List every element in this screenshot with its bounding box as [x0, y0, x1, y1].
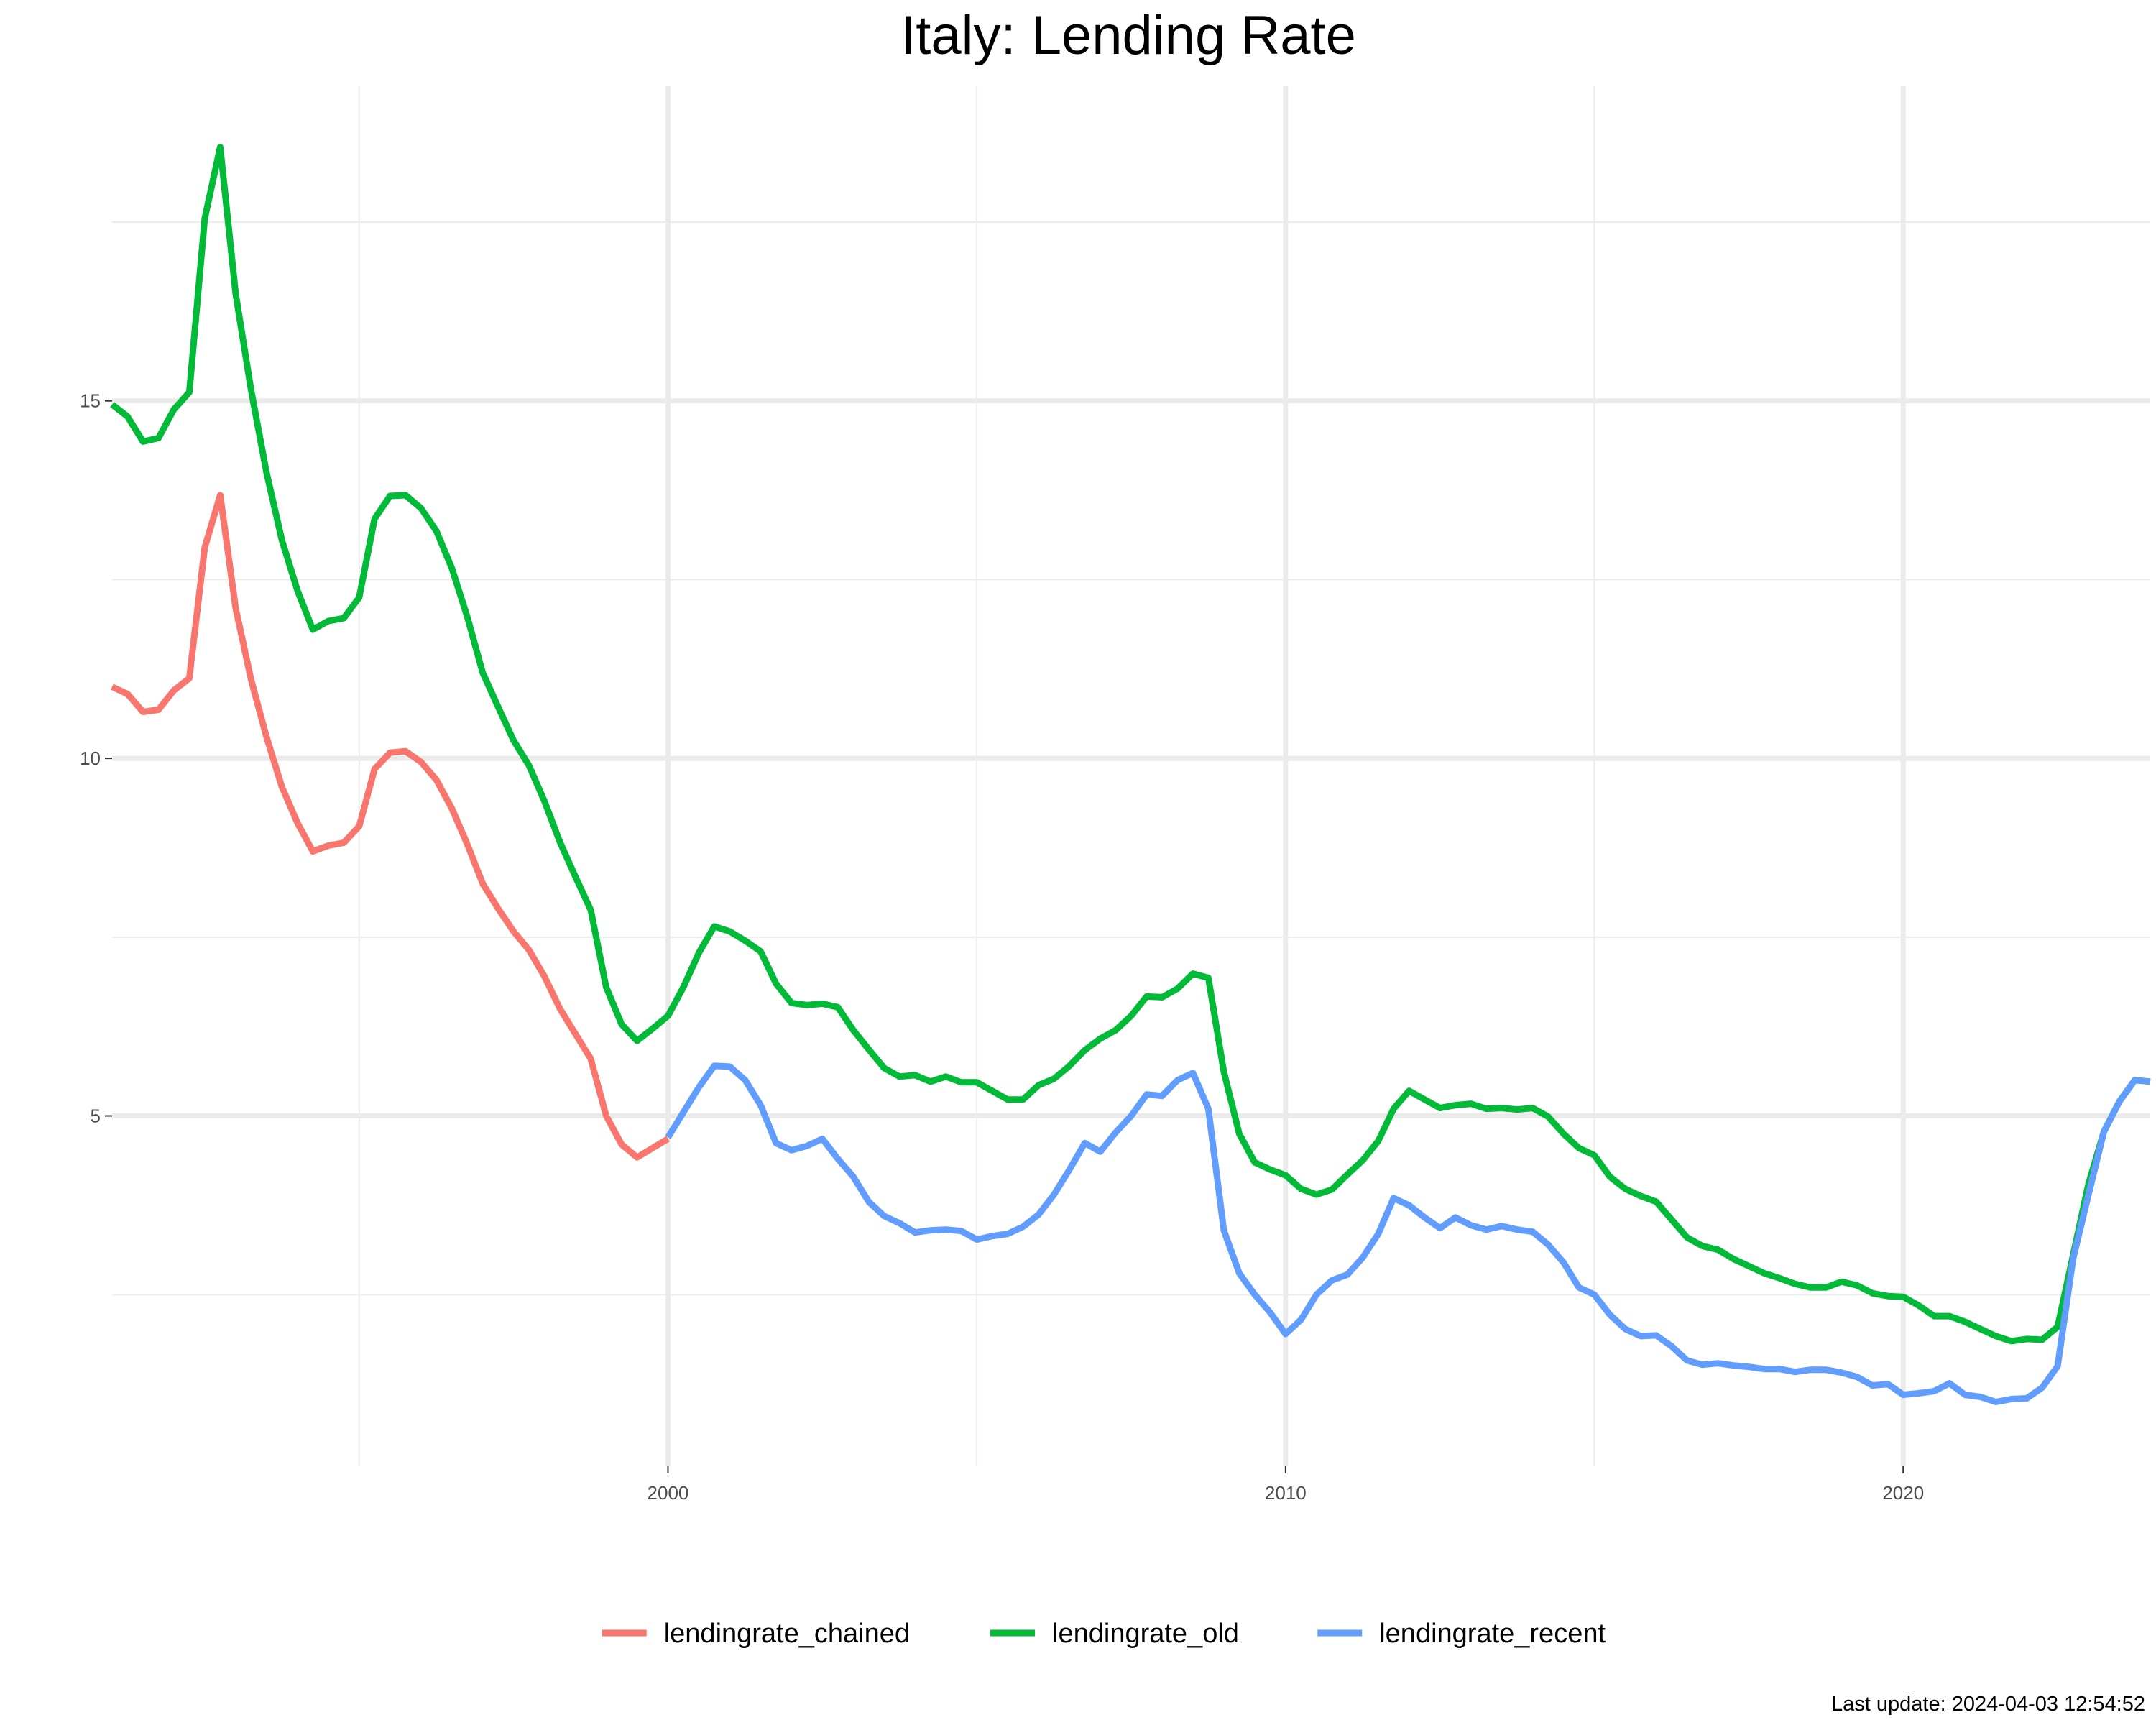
x-tick-label: 2010 — [1265, 1482, 1307, 1504]
last-update-caption: Last update: 2024-04-03 12:54:52 — [1831, 1693, 2145, 1716]
major-gridlines — [112, 86, 2150, 1466]
series-line-lendingrate-recent — [665, 1062, 2151, 1405]
y-tick-label: 15 — [80, 390, 101, 412]
legend-label: lendingrate_old — [1052, 1619, 1239, 1649]
y-tick-label: 10 — [80, 748, 101, 769]
legend-item: lendingrate_recent — [1317, 1619, 1606, 1649]
series-line-lendingrate-chained — [111, 492, 670, 1161]
y-axis: 5 10 15 — [80, 390, 112, 1127]
legend-item: lendingrate_chained — [602, 1619, 910, 1649]
legend-item: lendingrate_old — [990, 1619, 1239, 1649]
plot-series — [110, 144, 2151, 1405]
legend: lendingrate_chained lendingrate_old lendin… — [602, 1619, 1606, 1649]
series-line-lendingrate-old — [110, 144, 2151, 1345]
x-tick-label: 2020 — [1882, 1482, 1924, 1504]
x-tick-label: 2000 — [648, 1482, 689, 1504]
chart-title: Italy: Lending Rate — [900, 5, 1356, 66]
y-tick-label: 5 — [91, 1105, 101, 1127]
x-axis: 2000 2010 2020 — [648, 1466, 1924, 1504]
legend-label: lendingrate_recent — [1379, 1619, 1606, 1649]
legend-label: lendingrate_chained — [664, 1619, 910, 1649]
minor-gridlines — [112, 86, 2150, 1466]
